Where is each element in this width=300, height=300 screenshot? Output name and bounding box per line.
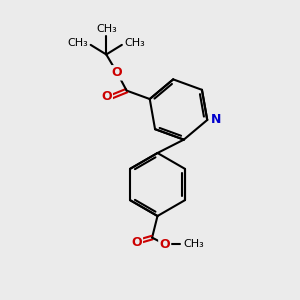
Text: CH₃: CH₃ xyxy=(96,24,117,34)
Text: O: O xyxy=(159,238,170,251)
Text: O: O xyxy=(112,66,122,79)
Text: CH₃: CH₃ xyxy=(183,239,204,249)
Text: O: O xyxy=(112,66,122,79)
Text: CH₃: CH₃ xyxy=(68,38,88,48)
Text: O: O xyxy=(131,236,142,249)
Text: N: N xyxy=(211,113,221,127)
Text: CH₃: CH₃ xyxy=(124,38,145,48)
Text: O: O xyxy=(101,90,112,103)
Text: O: O xyxy=(101,90,112,103)
